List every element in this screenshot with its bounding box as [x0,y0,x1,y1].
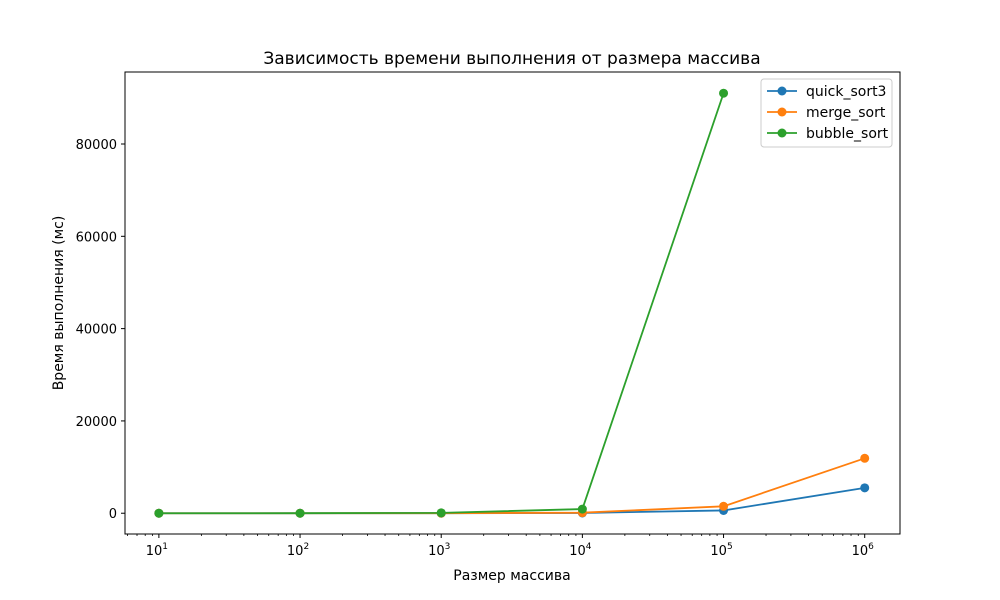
x-tick-label: 104 [569,542,592,559]
y-axis-ticks: 0 20000 40000 60000 80000 [76,138,125,522]
x-axis-title: Размер массива [453,568,570,584]
y-tick-label: 20000 [76,415,117,430]
chart-title: Зависимость времени выполнения от размер… [263,49,760,69]
x-tick-label: 102 [287,542,309,559]
x-tick-label: 106 [852,542,875,559]
data-point [436,508,446,518]
y-axis-title: Время выполнения (мс) [51,216,67,391]
legend-item: merge_sort [767,105,886,121]
data-point [719,88,729,98]
legend-label: merge_sort [806,105,886,121]
x-tick-label: 103 [428,542,450,559]
y-tick-label: 80000 [76,138,117,153]
data-point [295,508,305,518]
data-point [154,508,164,518]
legend-item: bubble_sort [767,126,889,142]
legend-label: bubble_sort [806,126,889,142]
legend: quick_sort3 merge_sort bubble_sort [760,78,893,148]
y-tick-label: 60000 [76,230,117,245]
y-tick-label: 0 [109,507,117,522]
series-bubble_sort [154,88,729,518]
data-point [860,483,870,493]
data-point [860,453,870,463]
legend-marker [777,128,787,138]
legend-box [760,78,893,148]
x-axis-ticks: 101 102 103 104 105 106 [127,534,875,559]
series-layer [154,88,870,518]
legend-item: quick_sort3 [767,84,886,100]
data-point [577,504,587,514]
legend-marker [777,107,787,117]
x-tick-label: 105 [710,542,732,559]
y-tick-label: 40000 [76,323,117,338]
x-tick-label: 101 [146,542,168,559]
legend-marker [777,86,787,96]
data-point [719,501,729,511]
plot-area [124,71,901,535]
legend-label: quick_sort3 [806,84,886,100]
